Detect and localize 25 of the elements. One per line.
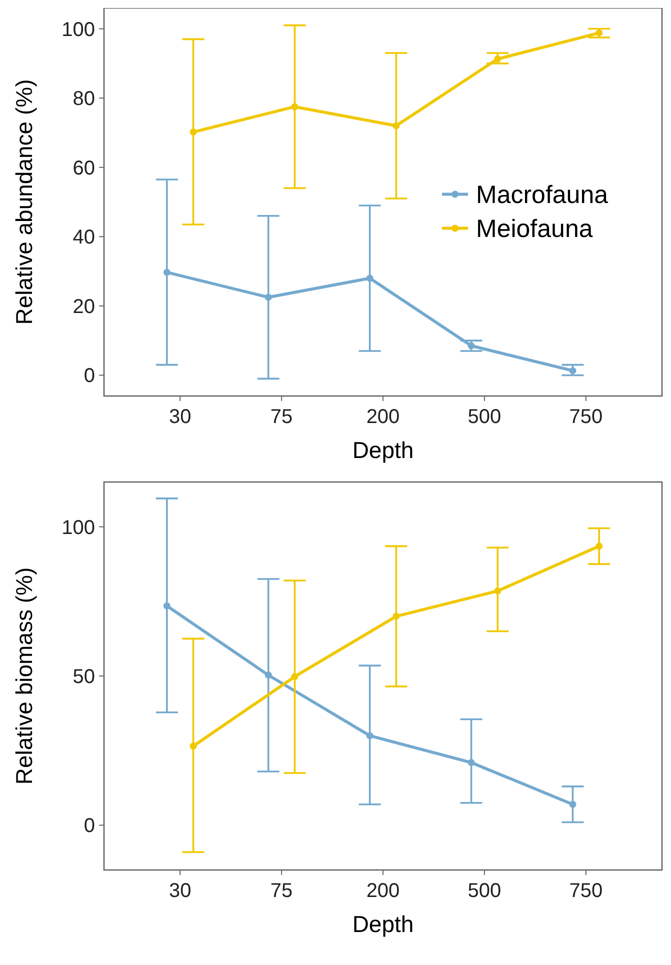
y-tick-label: 60 xyxy=(72,157,95,180)
x-tick-label: 500 xyxy=(468,406,502,428)
y-tick-label: 20 xyxy=(72,296,95,318)
y-tick-label: 80 xyxy=(72,88,95,110)
y-tick-label: 40 xyxy=(72,226,95,249)
y-tick-label: 100 xyxy=(62,516,95,539)
legend-label: Macrofauna xyxy=(476,180,608,209)
x-tick-label: 75 xyxy=(270,880,293,902)
y-tick-label: 0 xyxy=(84,815,95,838)
x-tick-label: 200 xyxy=(366,880,400,902)
x-axis-title: Depth xyxy=(352,911,414,937)
x-tick-label: 75 xyxy=(270,406,293,428)
legend-label: Meiofauna xyxy=(476,214,593,243)
x-tick-label: 750 xyxy=(569,880,603,902)
y-axis-title: Relative biomass (%) xyxy=(11,567,37,785)
x-axis-title: Depth xyxy=(352,437,414,463)
x-tick-label: 750 xyxy=(569,406,603,428)
y-tick-label: 0 xyxy=(84,365,95,388)
x-tick-label: 30 xyxy=(168,406,192,428)
x-tick-label: 30 xyxy=(168,880,192,902)
y-tick-label: 50 xyxy=(72,666,95,688)
x-tick-label: 500 xyxy=(468,880,502,902)
x-tick-label: 200 xyxy=(366,406,400,428)
y-axis-title: Relative abundance (%) xyxy=(11,79,37,325)
y-tick-label: 100 xyxy=(62,18,95,41)
